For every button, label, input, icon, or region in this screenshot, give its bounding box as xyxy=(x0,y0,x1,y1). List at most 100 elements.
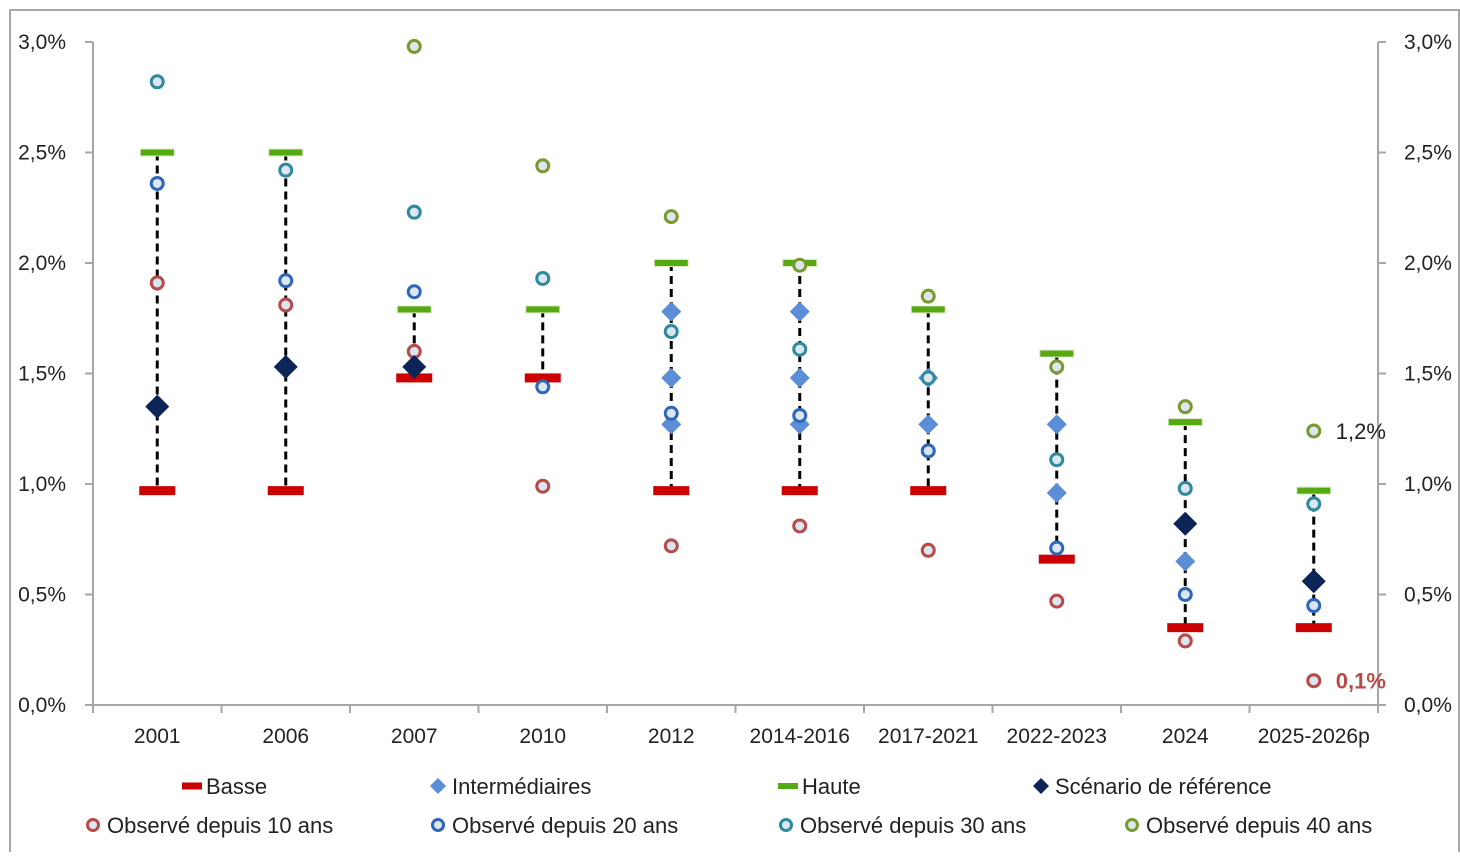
legend-item: Observé depuis 40 ans xyxy=(1125,813,1372,838)
observe-40-ans-point xyxy=(406,38,422,54)
observe-10-ans-point xyxy=(663,538,679,554)
haute-mark xyxy=(1167,418,1203,427)
basse-mark xyxy=(1295,623,1332,633)
x-tick-label: 2014-2016 xyxy=(750,725,850,748)
observe-30-ans-point xyxy=(1177,480,1193,496)
observe-40-ans-point xyxy=(1177,399,1193,415)
haute-mark xyxy=(910,305,946,314)
intermediaire-mark xyxy=(661,367,682,388)
legend-swatch xyxy=(779,818,793,832)
observe-10-ans-point xyxy=(278,297,294,313)
observe-40-ans-point xyxy=(1049,359,1065,375)
observe-30-ans-point xyxy=(1049,452,1065,468)
data-label: 1,2% xyxy=(1336,419,1386,444)
basse-mark xyxy=(1167,623,1204,633)
legend-label: Intermédiaires xyxy=(452,774,591,799)
observe-40-ans-point xyxy=(1306,423,1322,439)
x-tick-label: 2025-2026p xyxy=(1258,725,1370,748)
y-tick-label-right: 2,0% xyxy=(1404,252,1452,275)
legend-item: Observé depuis 10 ans xyxy=(86,813,333,838)
legend-swatch xyxy=(778,783,798,789)
x-tick-label: 2024 xyxy=(1162,725,1209,748)
basse-mark xyxy=(524,373,561,383)
y-tick-label-left: 2,0% xyxy=(18,252,66,275)
observe-20-ans-point xyxy=(792,407,808,423)
legend-label: Observé depuis 30 ans xyxy=(800,813,1026,838)
observe-10-ans-point xyxy=(535,478,551,494)
observe-40-ans-point xyxy=(792,257,808,273)
observe-30-ans-point xyxy=(535,270,551,286)
haute-mark xyxy=(268,148,304,157)
scenario-reference-mark xyxy=(145,394,170,419)
observe-40-ans-point xyxy=(663,209,679,225)
y-tick-label-right: 2,5% xyxy=(1404,142,1452,165)
observe-10-ans-point xyxy=(1177,633,1193,649)
observe-20-ans-point xyxy=(1177,587,1193,602)
y-tick-label-left: 1,5% xyxy=(18,363,66,386)
y-tick-label-left: 0,5% xyxy=(18,584,66,607)
y-tick-label-left: 2,5% xyxy=(18,142,66,165)
legend-label: Haute xyxy=(802,774,861,799)
marks-layer xyxy=(139,38,1332,689)
legend-item: Scénario de référence xyxy=(1033,774,1271,799)
observe-20-ans-point xyxy=(278,273,294,289)
legend-label: Observé depuis 40 ans xyxy=(1146,813,1372,838)
axes-layer: 0,0% 0,0% 0,5% 0,5% 1,0% 1,0% 1,5% 1,5% 2,0% 2,0%… xyxy=(18,31,1452,748)
observe-10-ans-point xyxy=(792,518,808,534)
legend-swatch xyxy=(86,818,100,832)
legend-swatch xyxy=(1033,778,1049,794)
chart-border xyxy=(9,9,1460,857)
x-tick-label: 2017-2021 xyxy=(878,725,978,748)
legend: Basse Intermédiaires Haute Scénario de réfé… xyxy=(86,774,1372,838)
y-tick-label-left: 0,0% xyxy=(18,694,66,717)
y-tick-label-right: 1,0% xyxy=(1404,473,1452,496)
intermediaire-mark xyxy=(789,301,810,322)
intermediaire-mark xyxy=(661,414,682,435)
y-tick-label-right: 0,0% xyxy=(1404,694,1452,717)
y-tick-label-right: 0,5% xyxy=(1404,584,1452,607)
legend-label: Observé depuis 20 ans xyxy=(452,813,678,838)
basse-mark xyxy=(653,486,690,496)
legend-label: Basse xyxy=(206,774,267,799)
intermediaire-mark xyxy=(1046,414,1067,435)
basse-mark xyxy=(139,486,176,496)
haute-mark xyxy=(1296,486,1332,495)
intermediaire-mark xyxy=(1175,551,1196,572)
observe-20-ans-point xyxy=(149,175,165,191)
observe-30-ans-point xyxy=(792,341,808,357)
legend-swatch xyxy=(182,782,202,790)
haute-mark xyxy=(653,259,689,267)
legend-label: Scénario de référence xyxy=(1055,774,1271,799)
intermediaire-mark xyxy=(661,301,682,322)
x-tick-label: 2012 xyxy=(648,725,695,748)
observe-30-ans-point xyxy=(663,324,679,340)
scenario-reference-mark xyxy=(273,354,298,379)
annotations-layer: 1,2% 0,1% xyxy=(1336,419,1386,694)
legend-swatch xyxy=(430,778,446,794)
scenario-reference-mark xyxy=(1301,569,1326,594)
observe-20-ans-point xyxy=(1306,598,1322,614)
observe-10-ans-point xyxy=(1049,593,1065,609)
legend-item: Observé depuis 30 ans xyxy=(779,813,1026,838)
observe-30-ans-point xyxy=(1306,496,1322,512)
haute-mark xyxy=(139,148,175,157)
haute-mark xyxy=(396,305,432,314)
observe-20-ans-point xyxy=(535,379,551,395)
y-tick-label-right: 3,0% xyxy=(1404,31,1452,54)
intermediaire-mark xyxy=(1046,482,1067,503)
observe-10-ans-point xyxy=(1306,673,1322,689)
basse-mark xyxy=(267,486,304,496)
observe-40-ans-point xyxy=(920,288,936,304)
y-tick-label-left: 1,0% xyxy=(18,473,66,496)
observe-20-ans-point xyxy=(406,284,422,300)
observe-20-ans-point xyxy=(663,405,679,421)
haute-mark xyxy=(1039,349,1075,358)
legend-label: Observé depuis 10 ans xyxy=(107,813,333,838)
scenario-reference-mark xyxy=(1173,511,1198,536)
scenario-reference-mark xyxy=(402,354,427,379)
legend-swatch xyxy=(431,818,445,832)
x-tick-label: 2022-2023 xyxy=(1007,725,1107,748)
legend-item: Basse xyxy=(182,774,267,799)
x-tick-label: 2007 xyxy=(391,725,438,748)
